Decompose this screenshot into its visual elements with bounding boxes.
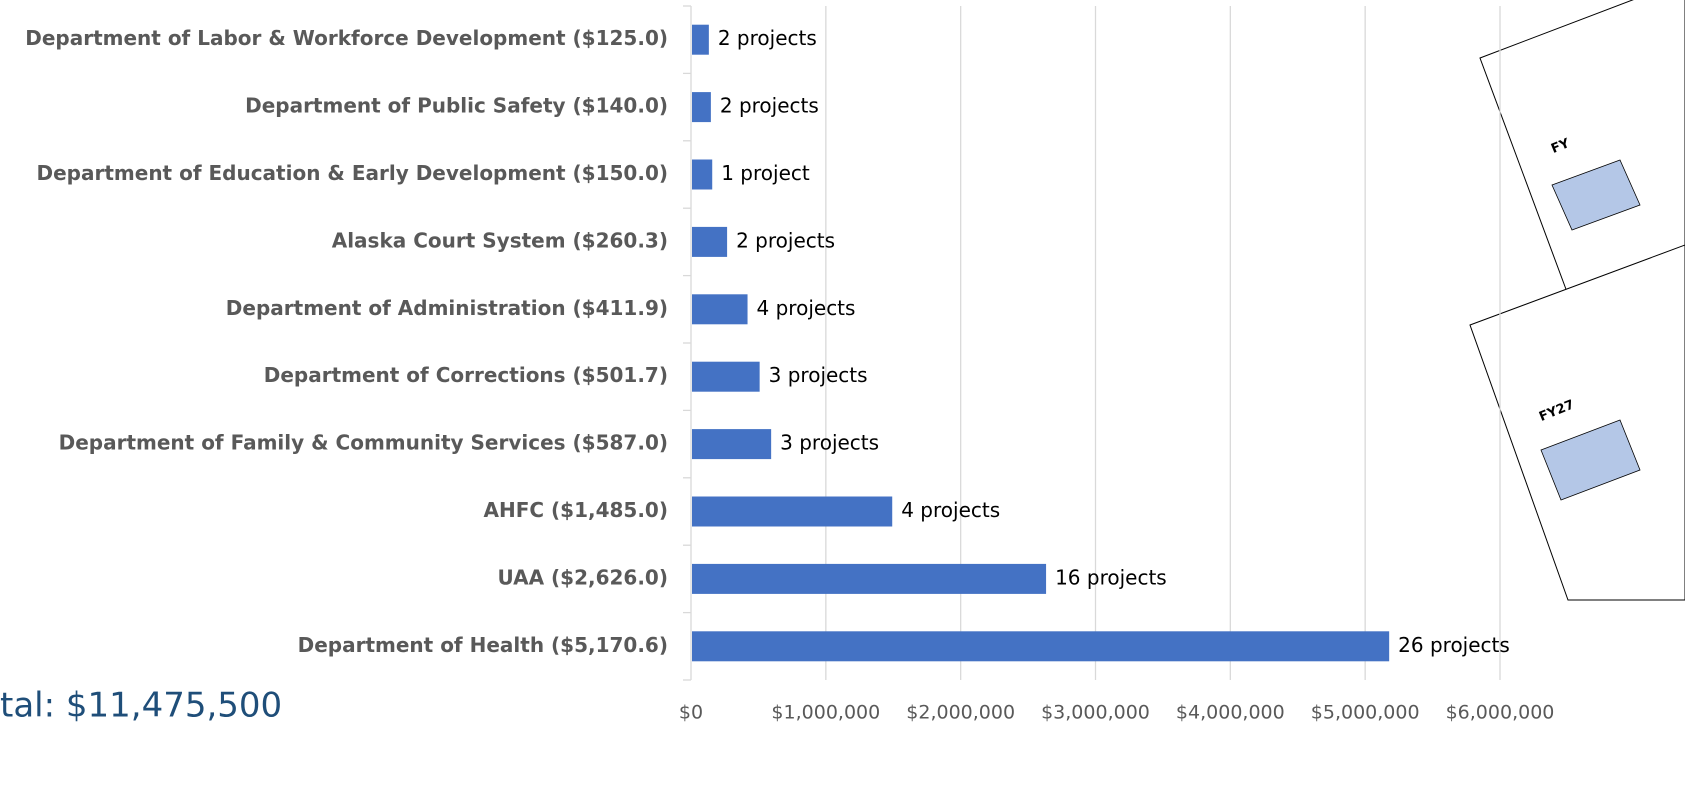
category-label: Department of Education & Early Developm… [37, 161, 668, 185]
x-tick-label: $6,000,000 [1446, 702, 1555, 724]
category-label: Department of Family & Community Service… [59, 431, 668, 455]
bar-note: 4 projects [901, 498, 1000, 522]
x-tick-label: $1,000,000 [771, 702, 880, 724]
bar [692, 496, 893, 527]
category-label: Department of Administration ($411.9) [226, 296, 668, 320]
bar [692, 24, 709, 55]
x-tick-label: $0 [679, 702, 703, 724]
category-label: Alaska Court System ($260.3) [332, 228, 668, 252]
thumbnail-table [1551, 159, 1641, 231]
x-tick-label: $5,000,000 [1311, 702, 1420, 724]
category-label: Department of Health ($5,170.6) [298, 633, 668, 657]
bar [692, 159, 713, 190]
bar [692, 226, 728, 257]
bar-note: 3 projects [780, 431, 879, 455]
bar-note: 26 projects [1398, 633, 1510, 657]
bar-note: 2 projects [720, 94, 819, 118]
bar [692, 563, 1047, 594]
bar [692, 361, 760, 392]
category-label: AHFC ($1,485.0) [484, 498, 669, 522]
bar-note: 1 project [721, 161, 810, 185]
bar-note: 16 projects [1055, 565, 1167, 589]
category-label: Department of Public Safety ($140.0) [245, 94, 668, 118]
thumbnail-table [1540, 419, 1641, 501]
x-tick-label: $2,000,000 [906, 702, 1015, 724]
total-annotation: tal: $11,475,500 [0, 686, 282, 726]
bar-note: 2 projects [736, 228, 835, 252]
thumbnail-page [1479, 0, 1685, 301]
bar-note: 3 projects [769, 363, 868, 387]
thumbnail-title: FY [1549, 136, 1572, 157]
thumbnail-page [1469, 244, 1685, 601]
category-label: Department of Labor & Workforce Developm… [25, 26, 668, 50]
category-label: Department of Corrections ($501.7) [264, 363, 668, 387]
bar-note: 4 projects [757, 296, 856, 320]
thumbnails: FY FY27 [1469, 0, 1685, 601]
category-label: UAA ($2,626.0) [497, 565, 668, 589]
x-tick-label: $3,000,000 [1041, 702, 1150, 724]
bar [692, 92, 711, 123]
bar-note: 2 projects [718, 26, 817, 50]
bar [692, 631, 1390, 662]
x-tick-label: $4,000,000 [1176, 702, 1285, 724]
bar [692, 294, 748, 325]
bar [692, 429, 772, 460]
